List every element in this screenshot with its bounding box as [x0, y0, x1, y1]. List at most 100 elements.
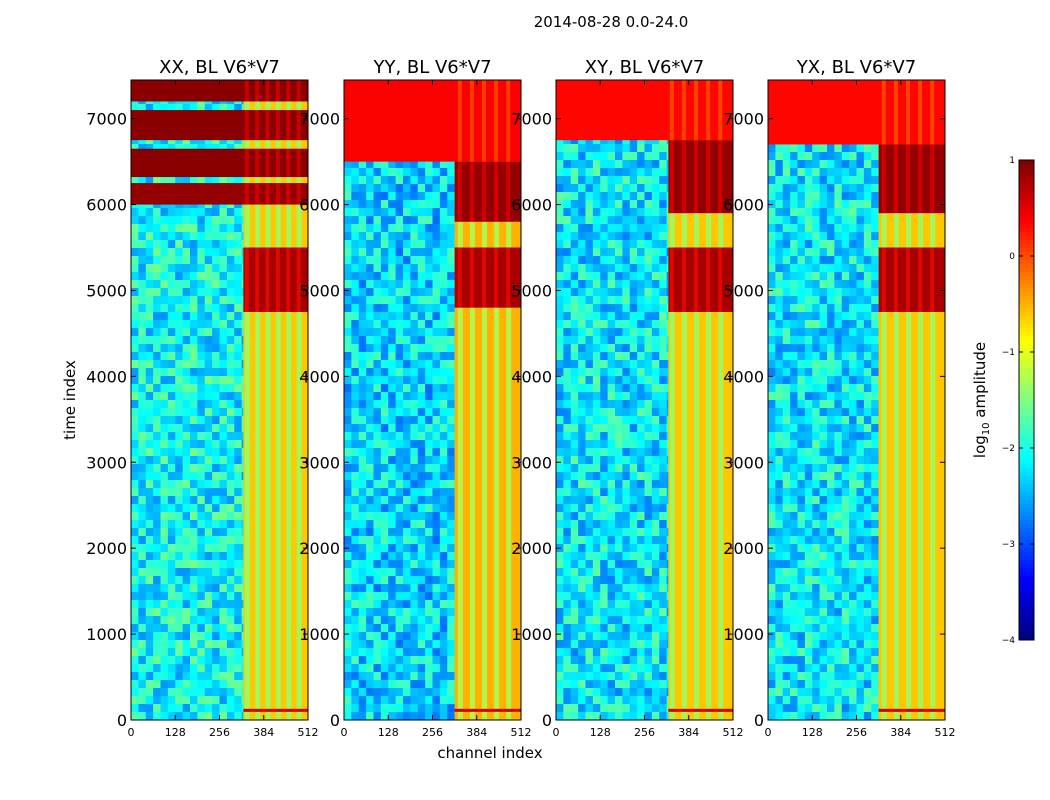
heatmap-cell [432, 480, 441, 489]
heatmap-cell [447, 664, 456, 673]
heatmap-cell [344, 480, 352, 489]
heatmap-cell [425, 576, 433, 585]
heatmap-cell [138, 440, 147, 449]
heatmap-cell [659, 304, 668, 313]
heatmap-cell [380, 200, 389, 209]
heatmap-cell [447, 496, 456, 505]
heatmap-cell [644, 248, 653, 257]
heatmap-cell [234, 408, 243, 417]
heatmap-cell [145, 520, 154, 529]
heatmap-cell [432, 440, 441, 449]
heatmap-cell [563, 216, 572, 225]
heatmap-cell [629, 248, 638, 257]
heatmap-cell [380, 320, 389, 329]
heatmap-cell [432, 448, 441, 457]
heatmap-cell [234, 480, 243, 489]
heatmap-cell [395, 400, 404, 409]
heatmap-cell [403, 496, 411, 505]
heatmap-cell [366, 248, 374, 257]
heatmap-cell [366, 560, 374, 569]
heatmap-cell [190, 472, 198, 481]
heatmap-cell [570, 176, 579, 185]
heatmap-cell [615, 168, 623, 177]
heatmap-cell [175, 472, 184, 481]
heatmap-cell [403, 160, 411, 169]
heatmap-cell [388, 664, 397, 673]
heatmap-cell [190, 208, 198, 217]
heatmap-cell [432, 648, 441, 657]
heatmap-cell [175, 440, 184, 449]
heatmap-cell [388, 432, 397, 441]
heatmap-cell [578, 328, 586, 337]
heatmap-cell [622, 176, 631, 185]
heatmap-cell [212, 368, 220, 377]
heatmap-cell [622, 192, 631, 201]
heatmap-cell [197, 544, 206, 553]
heatmap-cell [651, 344, 660, 353]
heatmap-cell [425, 376, 433, 385]
heatmap-cell [410, 256, 419, 265]
heatmap-cell [447, 288, 456, 297]
y-tick-label: 6000 [86, 196, 127, 215]
heatmap-cell [138, 304, 147, 313]
heatmap-cell [219, 592, 228, 601]
heatmap-cell [197, 328, 206, 337]
heatmap-cell [380, 216, 389, 225]
heatmap-cell [197, 248, 206, 257]
heatmap-cell [373, 520, 382, 529]
heatmap-cell [629, 392, 638, 401]
heatmap-cell [351, 520, 360, 529]
heatmap-cell [644, 400, 653, 409]
heatmap-cell [145, 704, 154, 713]
heatmap-cell [226, 600, 235, 609]
heatmap-cell [358, 360, 367, 369]
heatmap-cell [578, 392, 586, 401]
heatmap-cell [226, 328, 235, 337]
heatmap-cell [344, 344, 352, 353]
heatmap-cell [366, 584, 374, 593]
heatmap-cell [380, 504, 389, 513]
heatmap-cell [570, 328, 579, 337]
heatmap-cell [145, 400, 154, 409]
heatmap-cell [629, 152, 638, 161]
heatmap-cell [219, 608, 228, 617]
heatmap-cell [175, 336, 184, 345]
heatmap-cell [351, 640, 360, 649]
heatmap-cell [131, 648, 139, 657]
heatmap-cell [425, 272, 433, 281]
panels-group: XX, BL V6*V70100020003000400050006000700… [86, 57, 955, 739]
heatmap-cell [153, 448, 161, 457]
heatmap-cell [388, 656, 397, 665]
heatmap-cell [607, 232, 616, 241]
heatmap-cell [219, 536, 228, 545]
heatmap-cell [556, 360, 564, 369]
heatmap-cell [344, 456, 352, 465]
heatmap-cell [351, 256, 360, 265]
heatmap-cell [145, 104, 154, 113]
heatmap-cell [388, 296, 397, 305]
heatmap-cell [160, 688, 169, 697]
heatmap-cell [351, 648, 360, 657]
heatmap-cell [637, 312, 645, 321]
heatmap-cell [447, 560, 456, 569]
heatmap-cell [417, 704, 426, 713]
heatmap-cell [570, 312, 579, 321]
heatmap-cell [629, 200, 638, 209]
heatmap-cell [388, 384, 397, 393]
heatmap-cell [175, 264, 184, 273]
heatmap-cell [556, 248, 564, 257]
heatmap-cell [403, 536, 411, 545]
heatmap-cell [659, 368, 668, 377]
heatmap-cell [380, 664, 389, 673]
heatmap-cell [167, 328, 176, 337]
heatmap-cell [615, 336, 623, 345]
heatmap-cell [659, 312, 668, 321]
heatmap-cell [167, 344, 176, 353]
heatmap-cell [447, 392, 456, 401]
heatmap-cell [403, 544, 411, 553]
heatmap-cell [388, 320, 397, 329]
heatmap-cell [219, 488, 228, 497]
heatmap-cell [592, 368, 601, 377]
heatmap-cell [212, 688, 220, 697]
heatmap-cell [204, 288, 213, 297]
